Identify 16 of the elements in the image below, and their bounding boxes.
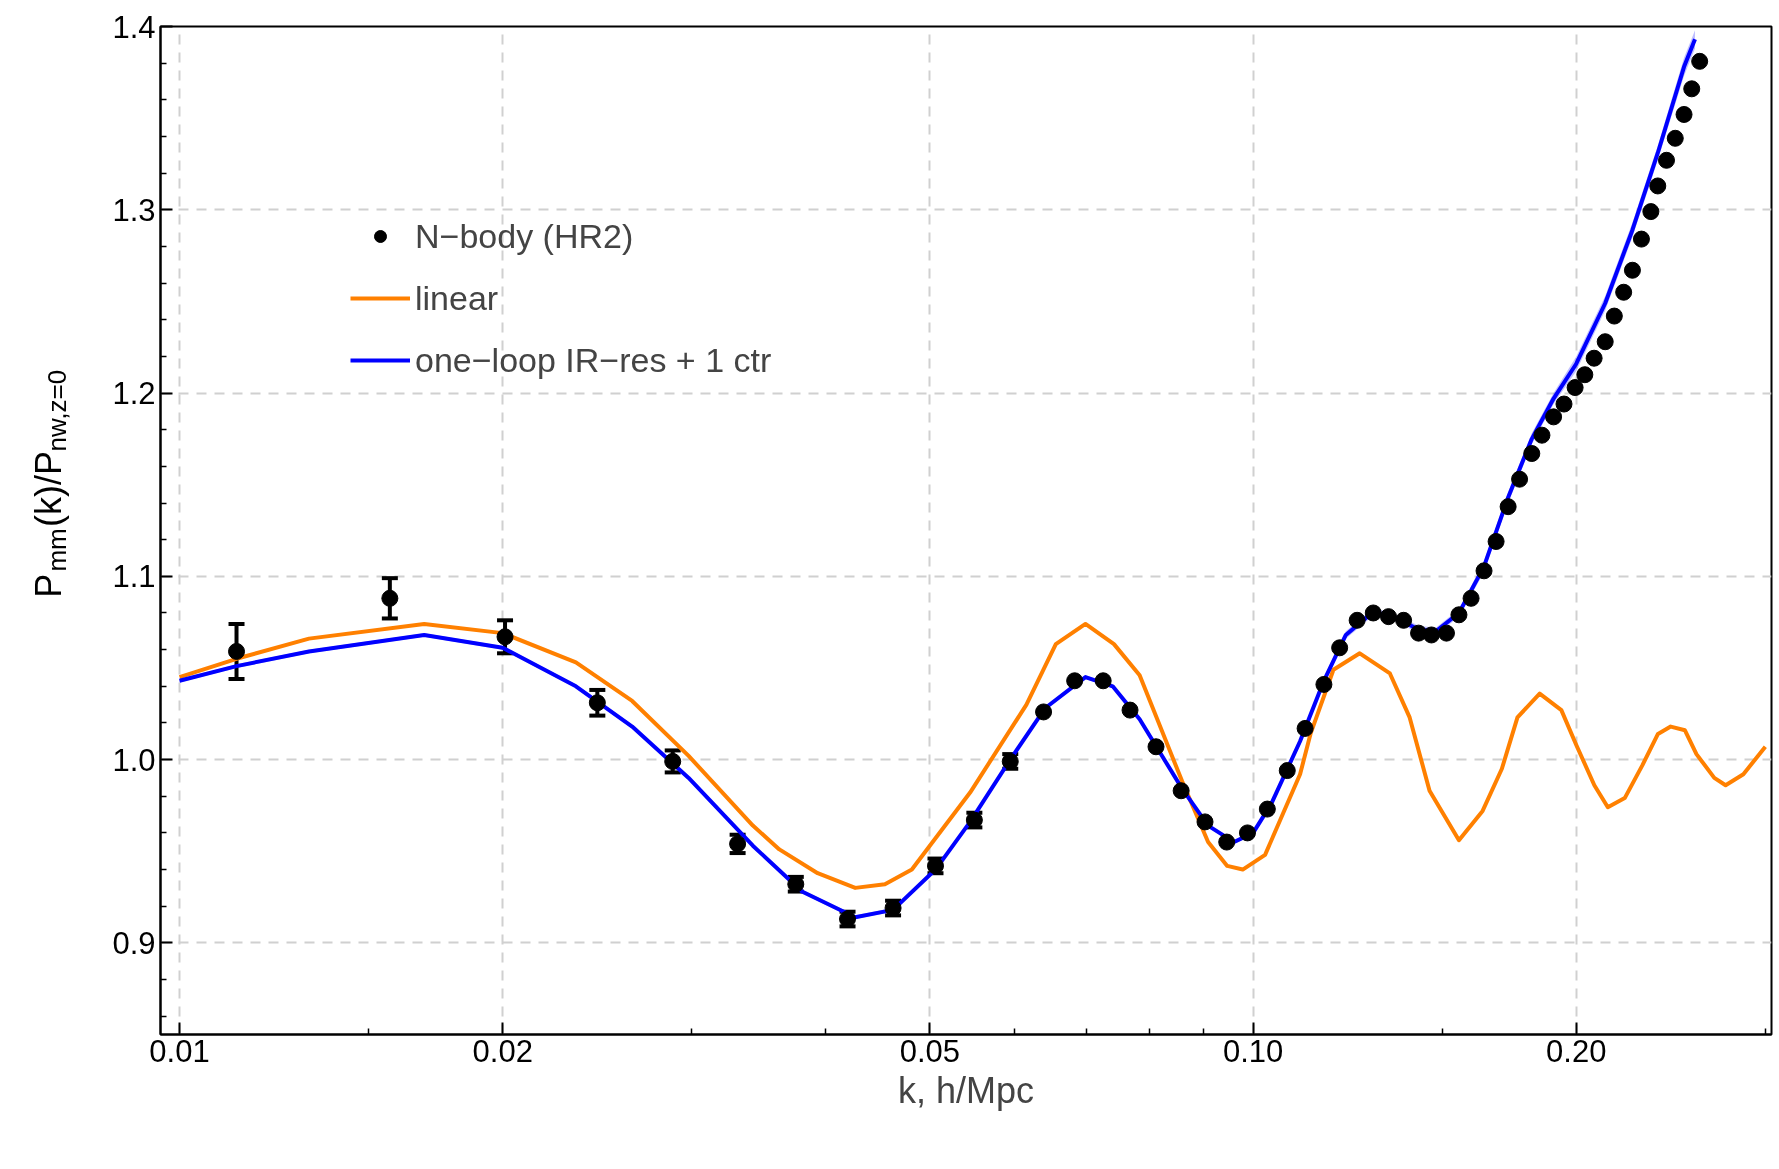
x-axis-title: k, h/Mpc	[897, 1069, 1035, 1111]
y-axis-title: Pmm(k)/Pnw,z=0	[28, 369, 72, 598]
x-tick-label: 0.02	[472, 1033, 533, 1069]
legend-label: linear	[415, 278, 499, 318]
y-tick-label: 1.2	[112, 376, 156, 412]
x-tick-label: 0.10	[1222, 1033, 1284, 1069]
x-tick-label: 0.20	[1546, 1033, 1607, 1069]
y-tick-label: 1.1	[112, 559, 156, 595]
x-tick-label: 0.05	[899, 1033, 961, 1069]
x-tick-label: 0.01	[149, 1033, 210, 1069]
legend-label: N−body (HR2)	[415, 216, 634, 256]
y-tick-label: 1.4	[112, 9, 156, 45]
y-tick-label: 1.3	[112, 192, 156, 228]
legend-label: one−loop IR−res + 1 ctr	[415, 340, 772, 380]
y-tick-label: 0.9	[112, 925, 156, 961]
y-tick-label: 1.0	[112, 742, 156, 778]
